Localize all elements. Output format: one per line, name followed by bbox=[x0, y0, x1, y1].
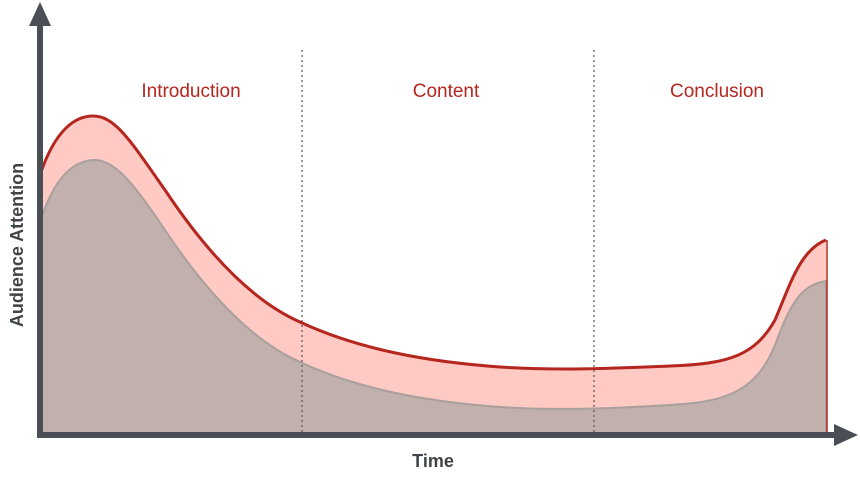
y-axis-label: Audience Attention bbox=[7, 163, 27, 327]
x-axis-label: Time bbox=[412, 451, 454, 471]
x-axis-arrow bbox=[834, 424, 858, 446]
y-axis-arrow bbox=[29, 2, 51, 26]
section-label: Conclusion bbox=[670, 81, 764, 102]
section-label: Content bbox=[413, 81, 480, 102]
attention-curve bbox=[38, 114, 827, 371]
section-label: Introduction bbox=[141, 81, 240, 102]
attention-area-lower bbox=[39, 158, 827, 436]
